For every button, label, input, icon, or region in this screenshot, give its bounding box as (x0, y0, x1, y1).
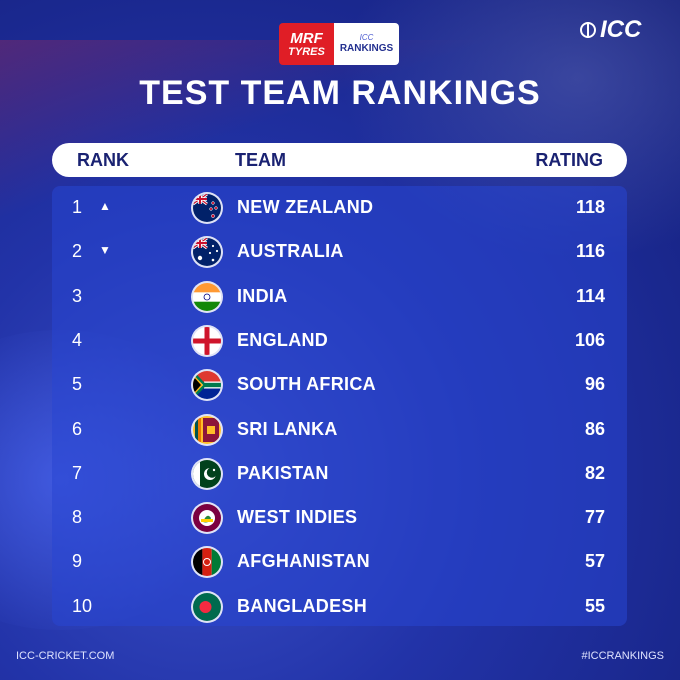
rank-number: 8 (72, 507, 83, 528)
team-name: SOUTH AFRICA (237, 374, 376, 395)
new-zealand-flag-icon (193, 194, 221, 222)
ranking-row: 4 ENGLAND 106 (52, 319, 627, 363)
rankings-table-panel (52, 186, 627, 626)
team-rating: 82 (584, 462, 605, 483)
team-rating: 118 (575, 197, 605, 217)
team-rating: 114 (575, 285, 605, 306)
team-name: INDIA (237, 285, 288, 306)
rank-number: 1 (72, 197, 83, 217)
rank-up-icon: ▲ (99, 199, 111, 213)
afghanistan-flag-icon (193, 548, 221, 577)
ranking-row: 5 SOUTH AFRICA 96 (52, 363, 627, 407)
page-title: TEST TEAM RANKINGS (139, 74, 541, 112)
team-name: PAKISTAN (237, 462, 329, 483)
team-name: NEW ZEALAND (237, 197, 374, 217)
mrf-logo-subtext: TYRES (288, 45, 325, 58)
icc-rankings-text: RANKINGS (339, 43, 394, 54)
rank-number: 9 (72, 551, 83, 572)
rank-number: 6 (72, 418, 83, 439)
india-flag-icon (193, 282, 221, 311)
team-name: AFGHANISTAN (237, 551, 370, 572)
ranking-row: 10 BANGLADESH 55 (52, 585, 627, 629)
ranking-row: 8 WEST INDIES 77 (52, 496, 627, 540)
table-header: RANK TEAM RATING (52, 143, 627, 177)
column-header-team: TEAM (235, 150, 286, 170)
ranking-row: 3 INDIA 114 (52, 275, 627, 319)
team-rating: 116 (575, 241, 605, 262)
team-rating: 96 (584, 374, 605, 395)
rank-number: 4 (72, 329, 83, 350)
ranking-row: 1 ▲ NEW ZEALAND 118 (52, 186, 627, 230)
sponsor-logo: MRF TYRES ICC RANKINGS (279, 23, 399, 65)
rank-number: 2 (72, 241, 83, 262)
team-rating: 55 (584, 595, 605, 616)
rank-number: 7 (72, 462, 83, 483)
team-rating: 57 (584, 551, 605, 572)
south-africa-flag-icon (193, 371, 221, 400)
cricket-ball-icon (580, 22, 596, 38)
column-header-rating: RATING (535, 150, 603, 170)
rank-number: 3 (72, 285, 83, 306)
footer-website: ICC-CRICKET.COM (16, 650, 115, 662)
team-name: WEST INDIES (237, 507, 358, 528)
bangladesh-flag-icon (193, 592, 221, 621)
team-name: BANGLADESH (237, 595, 368, 616)
mrf-logo-text: MRF (290, 29, 323, 47)
ranking-row: 7 PAKISTAN 82 (52, 452, 627, 496)
team-rating: 77 (584, 507, 605, 528)
team-name: SRI LANKA (237, 418, 338, 439)
column-header-rank: RANK (77, 150, 129, 170)
team-rating: 106 (574, 329, 605, 350)
rank-number: 5 (72, 374, 83, 395)
west-indies-flag-icon (193, 504, 221, 533)
mrf-tyres-logo: MRF TYRES (279, 23, 334, 65)
icc-rankings-small-text: ICC (359, 33, 374, 42)
australia-flag-icon (193, 238, 221, 267)
team-rating: 86 (584, 418, 605, 439)
sri-lanka-flag-icon (193, 415, 221, 444)
pakistan-flag-icon (193, 459, 221, 488)
rank-number: 10 (72, 595, 93, 616)
ranking-row: 6 SRI LANKA 86 (52, 408, 627, 452)
ranking-row: 2 ▼ AUSTRALIA 116 (52, 230, 627, 274)
icc-rankings-logo: ICC RANKINGS (334, 23, 399, 65)
icc-logo-text: ICC (600, 16, 642, 43)
team-name: AUSTRALIA (237, 241, 344, 262)
ranking-row: 9 AFGHANISTAN 57 (52, 540, 627, 584)
rank-down-icon: ▼ (99, 243, 111, 258)
footer-hashtag: #ICCRANKINGS (581, 650, 664, 662)
icc-logo: ICC (580, 16, 641, 44)
team-name: ENGLAND (237, 329, 329, 350)
england-flag-icon (193, 326, 221, 355)
